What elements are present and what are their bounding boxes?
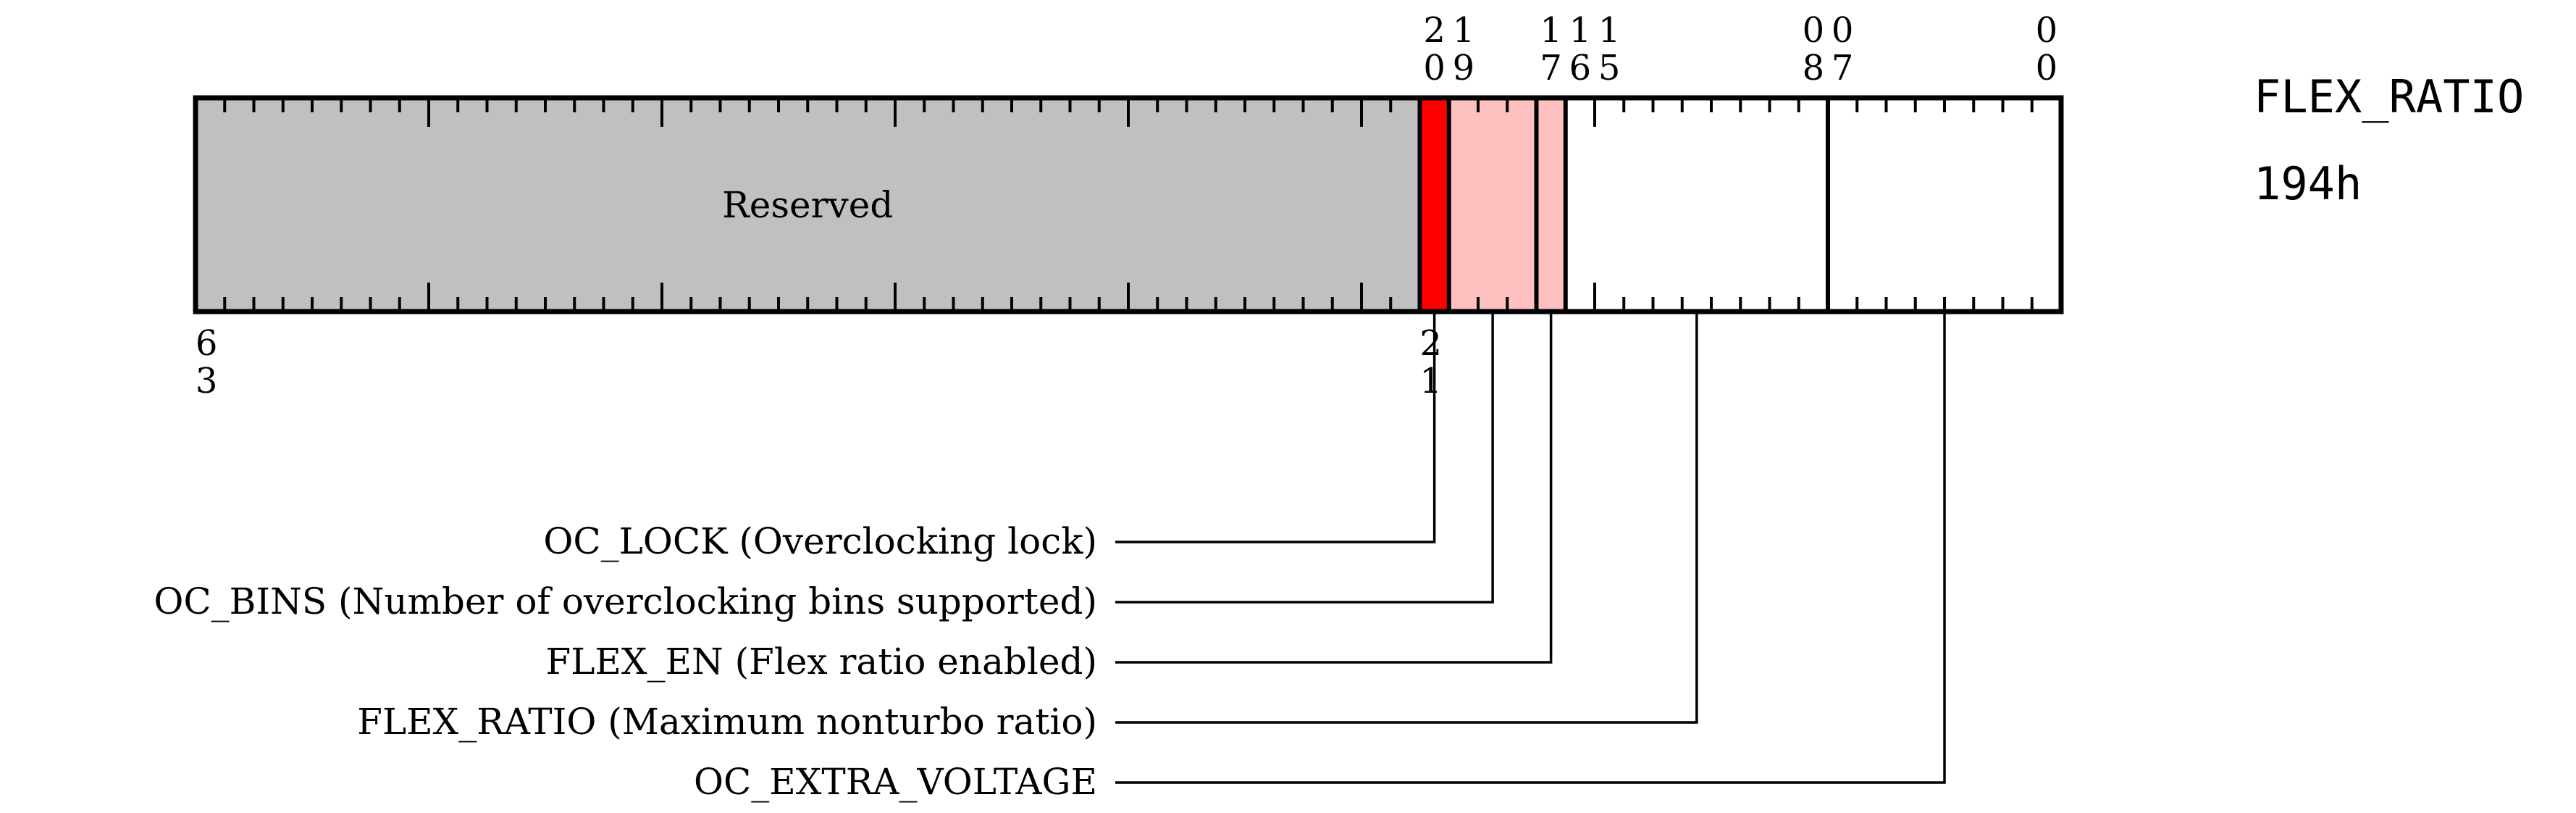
bit-label-top: 9 — [1453, 48, 1475, 88]
bit-label-bottom: 6 — [196, 323, 218, 364]
bit-label-bottom: 3 — [196, 361, 218, 401]
field-desc-oc_bins: OC_BINS (Number of overclocking bins sup… — [154, 580, 1097, 622]
dividers-layer — [193, 95, 2064, 314]
bit-label-top: 1 — [1569, 10, 1592, 51]
reserved-label: Reserved — [722, 184, 893, 226]
bit-label-top: 0 — [2036, 48, 2058, 88]
field-flex_ratio — [1565, 98, 1828, 312]
bit-label-top: 6 — [1569, 48, 1592, 88]
bit-label-top: 7 — [1540, 48, 1562, 88]
leaders-layer — [1115, 312, 1946, 784]
field-desc-flex_ratio: FLEX_RATIO (Maximum nonturbo ratio) — [357, 701, 1097, 743]
field-flex_en — [1536, 98, 1566, 312]
bit-label-top: 0 — [2036, 10, 2058, 51]
field-oc_lock — [1419, 98, 1449, 312]
field-desc-flex_en: FLEX_EN (Flex ratio enabled) — [546, 641, 1098, 683]
bit-label-bottom: 1 — [1419, 361, 1442, 401]
bit-label-top: 0 — [1803, 10, 1825, 51]
leader-oc_bins — [1115, 312, 1494, 604]
fields-layer — [196, 98, 2061, 312]
leader-flex_ratio — [1115, 312, 1698, 724]
bit-label-top: 2 — [1423, 10, 1446, 51]
bit-label-top: 7 — [1832, 48, 1854, 88]
field-oc_bins — [1448, 98, 1537, 312]
leader-oc_extra_voltage — [1115, 312, 1946, 784]
bit-label-top: 5 — [1598, 48, 1621, 88]
field-desc-oc_extra_voltage: OC_EXTRA_VOLTAGE — [694, 761, 1097, 803]
bit-label-top: 1 — [1598, 10, 1621, 51]
bit-label-top: 0 — [1423, 48, 1446, 88]
bit-label-bottom: 2 — [1419, 323, 1442, 364]
register-name: FLEX_RATIO — [2254, 70, 2524, 123]
field-desc-oc_lock: OC_LOCK (Overclocking lock) — [543, 520, 1097, 562]
field-oc_extra_voltage — [1828, 98, 2061, 312]
register-address: 194h — [2254, 157, 2362, 210]
bit-label-top: 0 — [1832, 10, 1854, 51]
register-border — [193, 95, 2064, 314]
leader-flex_en — [1115, 312, 1553, 664]
bit-label-top: 1 — [1540, 10, 1562, 51]
bit-label-top: 8 — [1803, 48, 1825, 88]
bit-label-top: 1 — [1453, 10, 1475, 51]
leader-oc_lock — [1115, 312, 1436, 543]
field-reserved — [196, 98, 1420, 312]
